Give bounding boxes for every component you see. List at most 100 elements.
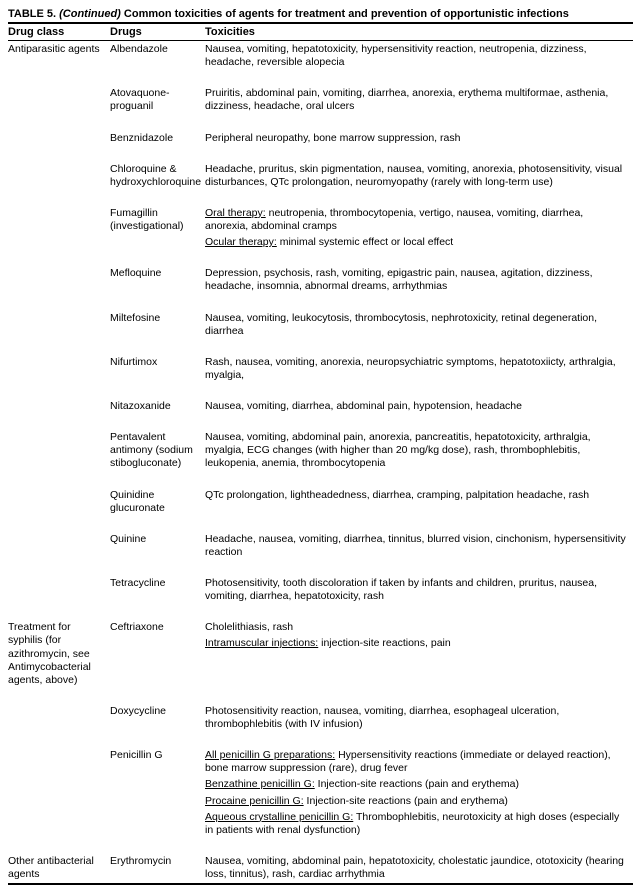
table-row: BenznidazolePeripheral neuropathy, bone … xyxy=(8,130,633,147)
cell-toxicities: Headache, nausea, vomiting, diarrhea, ti… xyxy=(205,531,633,561)
table-row: MefloquineDepression, psychosis, rash, v… xyxy=(8,265,633,295)
cell-drug: Pentavalent antimony (sodium stiboglucon… xyxy=(110,429,205,472)
toxicity-label: All penicillin G preparations: xyxy=(205,749,335,761)
spacer-row xyxy=(8,296,633,310)
cell-drug: Albendazole xyxy=(110,41,205,72)
cell-toxicities: Nausea, vomiting, diarrhea, abdominal pa… xyxy=(205,398,633,415)
table-row: Treatment for syphilis (for azithromycin… xyxy=(8,619,633,689)
toxicity-table: Drug class Drugs Toxicities Antiparasiti… xyxy=(8,22,633,885)
cell-toxicities: Rash, nausea, vomiting, anorexia, neurop… xyxy=(205,354,633,384)
cell-drug-class xyxy=(8,85,110,115)
cell-toxicities: Headache, pruritus, skin pigmentation, n… xyxy=(205,161,633,191)
toxicity-line: Depression, psychosis, rash, vomiting, e… xyxy=(205,267,629,293)
toxicity-text: Headache, nausea, vomiting, diarrhea, ti… xyxy=(205,533,626,558)
cell-drug: Tetracycline xyxy=(110,575,205,605)
toxicity-line: Intramuscular injections: injection-site… xyxy=(205,637,629,650)
toxicity-text: Peripheral neuropathy, bone marrow suppr… xyxy=(205,132,460,144)
cell-drug: Ceftriaxone xyxy=(110,619,205,689)
cell-drug-class xyxy=(8,310,110,340)
cell-toxicities: Nausea, vomiting, abdominal pain, anorex… xyxy=(205,429,633,472)
cell-drug-class xyxy=(8,575,110,605)
toxicity-label: Aqueous crystalline penicillin G: xyxy=(205,811,353,823)
cell-drug: Nitazoxanide xyxy=(110,398,205,415)
spacer-row xyxy=(8,116,633,130)
col-drugs: Drugs xyxy=(110,23,205,41)
toxicity-line: Nausea, vomiting, hepatotoxicity, hypers… xyxy=(205,43,629,69)
cell-drug: Penicillin G xyxy=(110,747,205,839)
table-row: Quinidine glucuronateQTc prolongation, l… xyxy=(8,487,633,517)
table-row: NifurtimoxRash, nausea, vomiting, anorex… xyxy=(8,354,633,384)
section-spacer xyxy=(8,605,633,619)
cell-drug: Fumagillin (investigational) xyxy=(110,205,205,251)
cell-toxicities: QTc prolongation, lightheadedness, diarr… xyxy=(205,487,633,517)
spacer-row xyxy=(8,517,633,531)
table-row: Antiparasitic agentsAlbendazoleNausea, v… xyxy=(8,41,633,72)
cell-drug-class xyxy=(8,531,110,561)
toxicity-line: Procaine penicillin G: Injection-site re… xyxy=(205,795,629,808)
cell-drug-class xyxy=(8,703,110,733)
toxicity-text: Depression, psychosis, rash, vomiting, e… xyxy=(205,267,593,292)
table-row: Other antibacterial agentsErythromycinNa… xyxy=(8,853,633,884)
toxicity-line: Pruiritis, abdominal pain, vomiting, dia… xyxy=(205,87,629,113)
toxicity-text: Nausea, vomiting, diarrhea, abdominal pa… xyxy=(205,400,522,412)
cell-drug-class xyxy=(8,265,110,295)
spacer-row xyxy=(8,733,633,747)
toxicity-label: Ocular therapy: xyxy=(205,236,277,248)
spacer-row xyxy=(8,340,633,354)
cell-toxicities: Nausea, vomiting, hepatotoxicity, hypers… xyxy=(205,41,633,72)
toxicity-text: QTc prolongation, lightheadedness, diarr… xyxy=(205,489,589,501)
spacer-row xyxy=(8,191,633,205)
toxicity-line: Photosensitivity reaction, nausea, vomit… xyxy=(205,705,629,731)
cell-drug-class xyxy=(8,487,110,517)
toxicity-line: Rash, nausea, vomiting, anorexia, neurop… xyxy=(205,356,629,382)
toxicity-line: Cholelithiasis, rash xyxy=(205,621,629,634)
table-row: MiltefosineNausea, vomiting, leukocytosi… xyxy=(8,310,633,340)
cell-toxicities: Oral therapy: neutropenia, thrombocytope… xyxy=(205,205,633,251)
cell-toxicities: Cholelithiasis, rash Intramuscular inject… xyxy=(205,619,633,689)
toxicity-line: Peripheral neuropathy, bone marrow suppr… xyxy=(205,132,629,145)
col-toxicities: Toxicities xyxy=(205,23,633,41)
table-row: QuinineHeadache, nausea, vomiting, diarr… xyxy=(8,531,633,561)
toxicity-line: Headache, nausea, vomiting, diarrhea, ti… xyxy=(205,533,629,559)
title-continued: (Continued) xyxy=(59,8,121,20)
cell-drug-class xyxy=(8,130,110,147)
toxicity-label: Procaine penicillin G: xyxy=(205,795,304,807)
toxicity-label: Benzathine penicillin G: xyxy=(205,778,315,790)
cell-drug: Chloroquine & hydroxychloroquine xyxy=(110,161,205,191)
cell-drug: Nifurtimox xyxy=(110,354,205,384)
toxicity-text: Pruiritis, abdominal pain, vomiting, dia… xyxy=(205,87,608,112)
toxicity-text: Headache, pruritus, skin pigmentation, n… xyxy=(205,163,622,188)
table-row: Chloroquine & hydroxychloroquineHeadache… xyxy=(8,161,633,191)
cell-drug: Miltefosine xyxy=(110,310,205,340)
toxicity-label: Oral therapy: xyxy=(205,207,266,219)
toxicity-text: Nausea, vomiting, leukocytosis, thromboc… xyxy=(205,312,597,337)
toxicity-text: minimal systemic effect or local effect xyxy=(277,236,453,248)
cell-drug-class xyxy=(8,747,110,839)
table-bottom-rule xyxy=(8,884,633,885)
toxicity-line: Ocular therapy: minimal systemic effect … xyxy=(205,236,629,249)
cell-toxicities: Nausea, vomiting, abdominal pain, hepato… xyxy=(205,853,633,884)
table-row: Penicillin GAll penicillin G preparation… xyxy=(8,747,633,839)
table-row: TetracyclinePhotosensitivity, tooth disc… xyxy=(8,575,633,605)
spacer-row xyxy=(8,71,633,85)
cell-toxicities: Depression, psychosis, rash, vomiting, e… xyxy=(205,265,633,295)
toxicity-line: All penicillin G preparations: Hypersens… xyxy=(205,749,629,775)
cell-drug: Erythromycin xyxy=(110,853,205,884)
cell-drug-class xyxy=(8,398,110,415)
toxicity-text: Photosensitivity reaction, nausea, vomit… xyxy=(205,705,559,730)
toxicity-line: Nausea, vomiting, leukocytosis, thromboc… xyxy=(205,312,629,338)
cell-toxicities: All penicillin G preparations: Hypersens… xyxy=(205,747,633,839)
toxicity-line: Oral therapy: neutropenia, thrombocytope… xyxy=(205,207,629,233)
toxicity-line: Nausea, vomiting, diarrhea, abdominal pa… xyxy=(205,400,629,413)
cell-drug-class: Antiparasitic agents xyxy=(8,41,110,72)
spacer-row xyxy=(8,384,633,398)
toxicity-text: Nausea, vomiting, abdominal pain, hepato… xyxy=(205,855,624,880)
toxicity-text: Rash, nausea, vomiting, anorexia, neurop… xyxy=(205,356,616,381)
table-row: Pentavalent antimony (sodium stiboglucon… xyxy=(8,429,633,472)
cell-toxicities: Photosensitivity reaction, nausea, vomit… xyxy=(205,703,633,733)
table-body: Antiparasitic agentsAlbendazoleNausea, v… xyxy=(8,41,633,886)
toxicity-text: Injection-site reactions (pain and eryth… xyxy=(304,795,508,807)
cell-drug: Benznidazole xyxy=(110,130,205,147)
toxicity-line: QTc prolongation, lightheadedness, diarr… xyxy=(205,489,629,502)
cell-drug: Doxycycline xyxy=(110,703,205,733)
